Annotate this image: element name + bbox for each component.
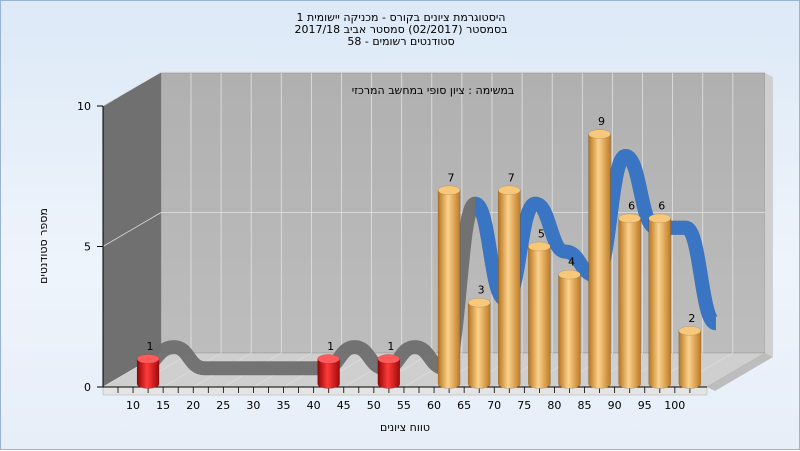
- bar-value-label: 9: [598, 115, 605, 128]
- x-tick-label: 40: [307, 399, 321, 412]
- bar-cap: [618, 213, 641, 224]
- title-line-1: היסטוגרמת ציונים בקורס - מכניקה יישומית …: [296, 11, 506, 24]
- bar-cap: [136, 354, 160, 364]
- title-line-2: בסמסטר (02/2017) סמסטר אביב 2017/18: [294, 23, 508, 36]
- chart-annotation: במשימה : ציון סופי במחשב המרכזי: [352, 84, 515, 97]
- bar-body: [588, 133, 611, 389]
- bar-value-label: 1: [387, 340, 394, 353]
- bar-value-label: 5: [538, 228, 545, 241]
- x-tick-label: 25: [216, 399, 230, 412]
- bar-cap: [317, 354, 340, 364]
- bar: [678, 326, 702, 389]
- bar-body: [467, 302, 491, 389]
- bar-value-label: 3: [478, 284, 485, 297]
- x-tick-label: 50: [367, 399, 381, 412]
- bar-body: [498, 190, 521, 389]
- bar-value-label: 7: [448, 171, 455, 184]
- bar-value-label: 1: [327, 340, 334, 353]
- x-tick-label: 75: [517, 399, 531, 412]
- bar-cap: [498, 185, 521, 196]
- bar-body: [136, 358, 160, 389]
- bar: [588, 129, 611, 389]
- x-tick-label: 65: [457, 399, 471, 412]
- bar-cap: [588, 129, 611, 139]
- y-gridline-side: [102, 212, 162, 247]
- x-tick-label: 95: [638, 399, 652, 412]
- x-tick-label: 15: [156, 399, 170, 412]
- x-tick-label: 70: [487, 399, 501, 412]
- x-tick-label: 80: [547, 399, 561, 412]
- bar-cap: [467, 297, 491, 308]
- bar-value-label: 6: [658, 199, 665, 212]
- bar-value-label: 6: [628, 199, 635, 212]
- bar: [498, 185, 521, 389]
- bar: [467, 297, 491, 389]
- bar-cap: [528, 241, 551, 252]
- x-tick-label: 100: [664, 399, 685, 412]
- bar-body: [528, 246, 551, 389]
- bar-cap: [437, 185, 461, 196]
- bar-body: [377, 358, 401, 389]
- bar-body: [648, 218, 671, 389]
- bar: [618, 213, 641, 389]
- bar: [317, 354, 340, 389]
- title-line-3: סטודנטים רשומים - 58: [347, 35, 455, 48]
- bar: [648, 213, 671, 389]
- bar: [437, 185, 461, 389]
- right-floor-edge: [707, 353, 773, 391]
- y-tick-label: 10: [77, 100, 91, 113]
- x-tick-label: 35: [277, 399, 291, 412]
- bar-body: [437, 190, 461, 389]
- bar: [377, 354, 401, 389]
- x-tick-label: 90: [608, 399, 622, 412]
- bar-value-label: 2: [688, 312, 695, 325]
- y-axis-title: מספר סטודנטים: [37, 208, 50, 284]
- bar-value-label: 4: [568, 256, 575, 269]
- bar-cap: [558, 269, 581, 280]
- x-axis-title: טווח ציונים: [380, 421, 430, 434]
- bar: [136, 354, 160, 389]
- bar-cap: [648, 213, 671, 224]
- bars: [136, 129, 702, 389]
- bar-cap: [377, 354, 401, 364]
- bar-body: [558, 274, 581, 389]
- bar-cap: [678, 326, 702, 336]
- x-tick-label: 60: [427, 399, 441, 412]
- bar-body: [317, 358, 340, 389]
- x-tick-label: 45: [337, 399, 351, 412]
- x-tick-label: 55: [397, 399, 411, 412]
- x-tick-label: 30: [246, 399, 260, 412]
- chart-title: היסטוגרמת ציונים בקורס - מכניקה יישומית …: [1, 12, 800, 48]
- x-tick-label: 10: [126, 399, 140, 412]
- y-tick-label: 5: [84, 241, 91, 254]
- x-tick-label: 20: [186, 399, 200, 412]
- right-edge: [765, 73, 773, 357]
- bar-value-label: 1: [147, 340, 154, 353]
- y-gridline-side: [102, 71, 162, 107]
- bar: [558, 269, 581, 389]
- bar: [528, 241, 551, 389]
- y-tick-label: 0: [84, 381, 91, 394]
- bar-body: [618, 218, 641, 389]
- x-tick-label: 85: [578, 399, 592, 412]
- bar-value-label: 7: [508, 171, 515, 184]
- bar-body: [678, 330, 702, 389]
